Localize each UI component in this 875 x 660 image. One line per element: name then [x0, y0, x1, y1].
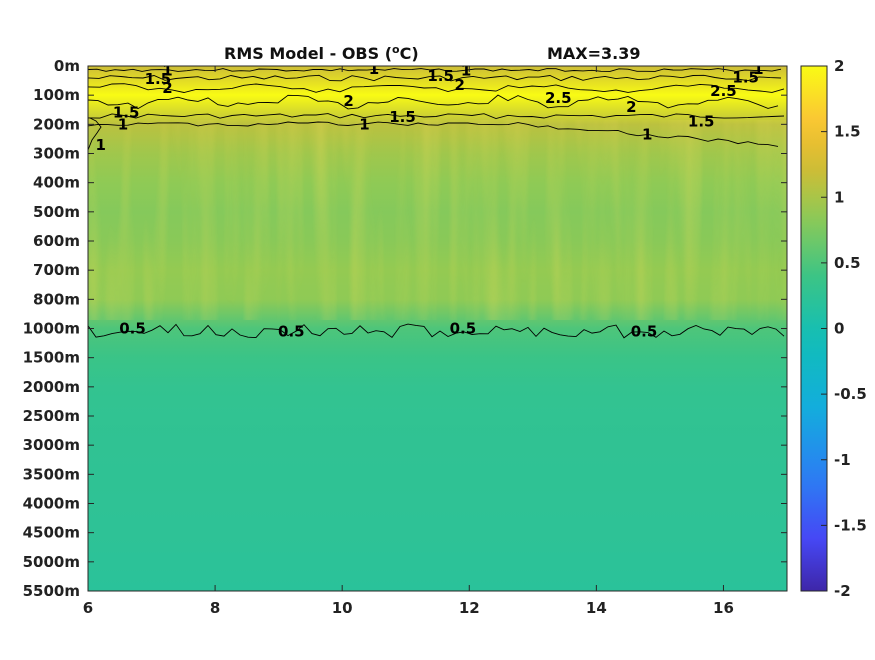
- contour-line: [88, 117, 102, 151]
- y-tick-label: 3000m: [23, 436, 80, 454]
- contour-line: [88, 323, 785, 339]
- y-tick-label: 5500m: [23, 582, 80, 600]
- contour-label: 1: [95, 136, 105, 154]
- colorbar-tick-label: 1: [834, 188, 844, 206]
- contour-line: [88, 74, 782, 82]
- y-tick-label: 600m: [33, 232, 80, 250]
- y-tick-label: 500m: [33, 203, 80, 221]
- y-tick-label: 700m: [33, 261, 80, 279]
- contour-label: 2.5: [710, 82, 737, 100]
- contour-line: [88, 113, 785, 119]
- contour-label: 2: [455, 76, 465, 94]
- colorbar-axis: 2 1.5 1 0.5 0 -0.5 -1 -1.5 -2: [821, 57, 867, 600]
- x-tick-label: 10: [332, 599, 353, 617]
- contour-label: 1: [753, 60, 763, 78]
- contour-label: 1: [118, 115, 128, 133]
- colorbar-tick-label: 0: [834, 320, 844, 338]
- contour-label: 1.5: [389, 108, 416, 126]
- contour-label: 1: [369, 60, 379, 78]
- contour-label: 2: [626, 98, 636, 116]
- y-tick-label: 4000m: [23, 495, 80, 513]
- colorbar-tick-label: -1.5: [834, 516, 867, 534]
- y-tick-label: 400m: [33, 174, 80, 192]
- contour-label: 1.5: [688, 112, 715, 130]
- contour-label: 0.5: [278, 322, 305, 340]
- contour-label: 1.5: [113, 104, 140, 122]
- contour-label: 1: [162, 61, 172, 79]
- y-tick-label: 5000m: [23, 553, 80, 571]
- y-tick-label: 1500m: [23, 349, 80, 367]
- colorbar-tick-label: 1.5: [834, 123, 861, 141]
- contour-line: [88, 83, 785, 93]
- x-tick-label: 6: [83, 599, 93, 617]
- contour-line: [88, 94, 779, 110]
- colorbar-tick-label: -1: [834, 451, 851, 469]
- contour-label: 1.5: [427, 67, 454, 85]
- contour-label: 0.5: [119, 320, 146, 338]
- y-axis: 0m 100m 200m 300m 400m 500m 600m 700m 800m 1000m 1…: [23, 57, 787, 600]
- contour-line: [88, 121, 779, 147]
- y-tick-label: 200m: [33, 115, 80, 133]
- heatmap-streaks: [88, 120, 787, 320]
- contour-label: 2.5: [545, 89, 572, 107]
- max-label: MAX=3.39: [547, 44, 641, 63]
- contour-lines: [88, 68, 785, 339]
- contour-label: 0.5: [631, 322, 658, 340]
- contour-label: 0.5: [450, 320, 477, 338]
- colorbar-tick-label: -0.5: [834, 385, 867, 403]
- x-axis: 6 8 10 12 14 16: [83, 66, 734, 617]
- contour-label: 1: [461, 61, 471, 79]
- colorbar-tick-label: 2: [834, 57, 844, 75]
- y-tick-label: 3500m: [23, 465, 80, 483]
- x-tick-label: 16: [713, 599, 734, 617]
- x-tick-label: 14: [586, 599, 607, 617]
- y-tick-label: 1000m: [23, 320, 80, 338]
- y-tick-label: 4500m: [23, 524, 80, 542]
- contour-label: 1: [359, 115, 369, 133]
- y-tick-label: 300m: [33, 145, 80, 163]
- contour-label: 1.5: [145, 70, 172, 88]
- y-tick-label: 2000m: [23, 378, 80, 396]
- contour-label: 1: [642, 126, 652, 144]
- colorbar-tick-label: -2: [834, 582, 851, 600]
- y-tick-label: 100m: [33, 86, 80, 104]
- contour-label: 2: [162, 79, 172, 97]
- y-tick-label: 2500m: [23, 407, 80, 425]
- contour-label: 2: [343, 92, 353, 110]
- colorbar-tick-label: 0.5: [834, 254, 861, 272]
- chart-title: RMS Model - OBS (oC): [224, 43, 419, 63]
- contour-label: 1.5: [732, 69, 759, 87]
- y-tick-label: 800m: [33, 290, 80, 308]
- x-tick-label: 8: [210, 599, 220, 617]
- x-tick-label: 12: [459, 599, 480, 617]
- y-tick-label: 0m: [54, 57, 80, 75]
- contour-line: [88, 68, 782, 72]
